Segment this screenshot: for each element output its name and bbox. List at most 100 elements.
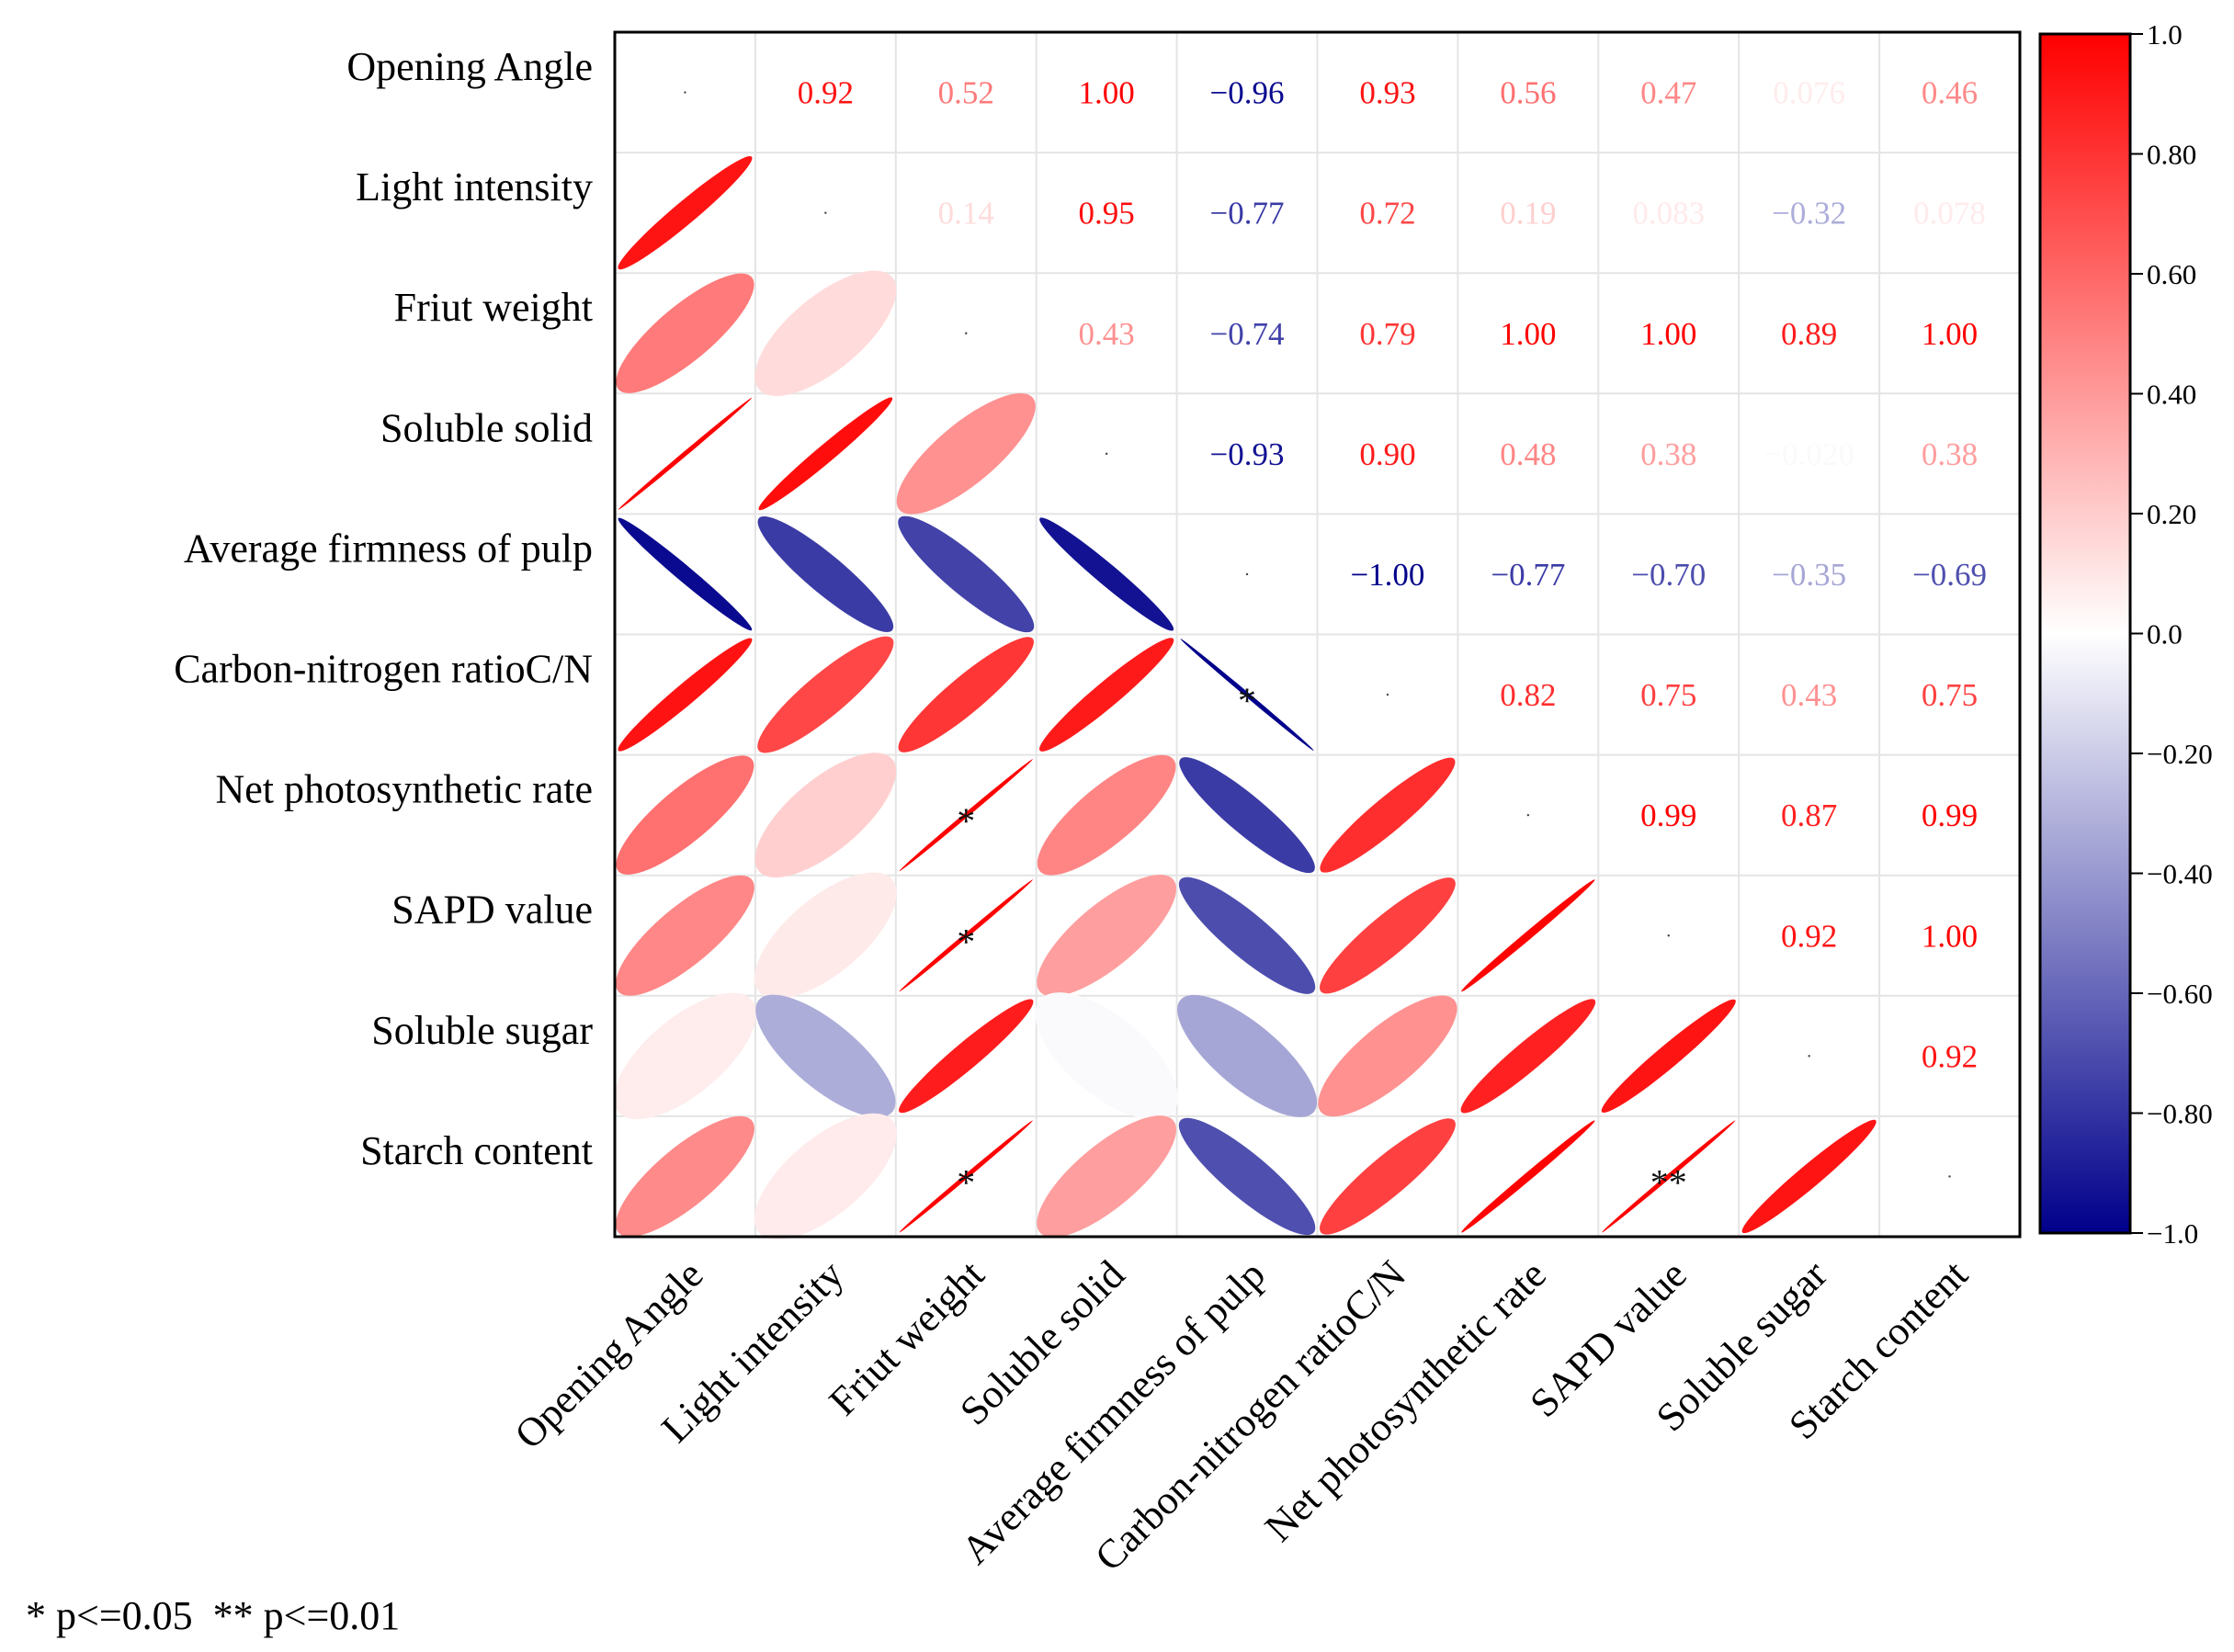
colorbar-tick-label: 0.60 <box>2147 258 2196 290</box>
value-label-friut-weight-vs-carbon-nitrogen-ratioc-n: 0.79 <box>1359 316 1415 352</box>
ellipse-starch-content-vs-opening-angle <box>616 1115 754 1238</box>
ellipse-starch-content-vs-average-firmness-of-pulp <box>1178 1117 1316 1236</box>
significance-mark: ** <box>1650 1161 1687 1203</box>
value-label-opening-angle-vs-net-photosynthetic-rate: 0.56 <box>1500 75 1556 111</box>
diagonal-dot <box>1948 1175 1951 1178</box>
ellipse-sapd-value-vs-net-photosynthetic-rate <box>1461 879 1595 992</box>
value-label-light-intensity-vs-sapd-value: 0.083 <box>1632 196 1705 232</box>
value-label-layer: 0.92 0.52 1.00 −0.96 0.93 0.56 0.47 0.076 0.46 0.… <box>798 75 1987 1075</box>
colorbar-tick-label: −0.20 <box>2147 738 2213 770</box>
ellipse-sapd-value-vs-opening-angle <box>616 875 754 996</box>
value-label-carbon-nitrogen-ratioc-n-vs-net-photosynthetic-rate: 0.82 <box>1500 677 1556 713</box>
value-label-net-photosynthetic-rate-vs-sapd-value: 0.99 <box>1640 798 1696 833</box>
ellipse-carbon-nitrogen-ratioc-n-vs-friut-weight <box>898 637 1034 752</box>
diagonal-dot <box>1245 572 1249 576</box>
significance-mark: * <box>1238 680 1256 721</box>
ellipse-starch-content-vs-carbon-nitrogen-ratioc-n <box>1320 1118 1456 1235</box>
value-label-friut-weight-vs-sapd-value: 1.00 <box>1640 316 1696 352</box>
ellipse-soluble-sugar-vs-opening-angle <box>614 992 756 1120</box>
value-label-soluble-solid-vs-carbon-nitrogen-ratioc-n: 0.90 <box>1359 436 1415 472</box>
value-label-average-firmness-of-pulp-vs-net-photosynthetic-rate: −0.77 <box>1491 557 1565 593</box>
y-label-carbon-nitrogen-ratioc-n: Carbon-nitrogen ratioC/N <box>174 647 593 692</box>
ellipse-starch-content-vs-soluble-solid <box>1037 1115 1176 1238</box>
y-label-sapd-value: SAPD value <box>391 888 593 933</box>
colorbar-tick-label: 0.80 <box>2147 139 2196 171</box>
value-label-opening-angle-vs-average-firmness-of-pulp: −0.96 <box>1210 75 1285 111</box>
ellipse-friut-weight-vs-opening-angle <box>616 273 754 393</box>
ellipse-net-photosynthetic-rate-vs-soluble-solid <box>1037 754 1176 876</box>
value-label-average-firmness-of-pulp-vs-starch-content: −0.69 <box>1912 557 1987 593</box>
colorbar-tick-label: 0.20 <box>2147 498 2196 530</box>
diagonal-dot <box>965 332 968 334</box>
value-label-average-firmness-of-pulp-vs-soluble-sugar: −0.35 <box>1772 557 1846 593</box>
ellipse-soluble-sugar-vs-net-photosynthetic-rate <box>1460 999 1596 1114</box>
ellipse-soluble-solid-vs-light-intensity <box>758 397 893 511</box>
y-label-friut-weight: Friut weight <box>394 285 593 330</box>
colorbar-tick-label: 0.40 <box>2147 379 2196 411</box>
value-label-opening-angle-vs-sapd-value: 0.47 <box>1640 75 1696 111</box>
value-label-soluble-solid-vs-sapd-value: 0.38 <box>1640 436 1696 472</box>
ellipse-soluble-sugar-vs-friut-weight <box>899 999 1034 1114</box>
ellipse-net-photosynthetic-rate-vs-carbon-nitrogen-ratioc-n <box>1320 757 1456 873</box>
ellipse-carbon-nitrogen-ratioc-n-vs-average-firmness-of-pulp <box>1180 639 1314 752</box>
significance-footnote: * p<=0.05 ** p<=0.01 <box>26 1593 400 1638</box>
value-label-soluble-sugar-vs-starch-content: 0.92 <box>1922 1038 1978 1074</box>
value-label-light-intensity-vs-carbon-nitrogen-ratioc-n: 0.72 <box>1359 196 1415 232</box>
value-label-light-intensity-vs-starch-content: 0.078 <box>1913 196 1986 232</box>
ellipse-net-photosynthetic-rate-vs-average-firmness-of-pulp <box>1179 757 1315 874</box>
value-label-opening-angle-vs-light-intensity: 0.92 <box>798 75 854 111</box>
value-label-friut-weight-vs-soluble-sugar: 0.89 <box>1781 316 1837 352</box>
significance-mark: * <box>957 921 975 962</box>
ellipse-starch-content-vs-net-photosynthetic-rate <box>1461 1120 1595 1233</box>
value-label-carbon-nitrogen-ratioc-n-vs-starch-content: 0.75 <box>1922 677 1978 713</box>
ellipse-carbon-nitrogen-ratioc-n-vs-light-intensity <box>757 636 894 753</box>
value-label-friut-weight-vs-average-firmness-of-pulp: −0.74 <box>1210 316 1285 352</box>
value-label-light-intensity-vs-soluble-sugar: −0.32 <box>1772 196 1846 232</box>
diagonal-dot <box>1526 813 1530 817</box>
diagonal-dot <box>824 211 827 214</box>
y-label-starch-content: Starch content <box>360 1128 593 1173</box>
ellipse-average-firmness-of-pulp-vs-soluble-solid <box>1039 517 1174 631</box>
colorbar <box>2038 32 2132 1235</box>
y-axis-labels: Opening Angle Light intensity Friut weight… <box>174 44 593 1173</box>
value-label-friut-weight-vs-net-photosynthetic-rate: 1.00 <box>1500 316 1556 352</box>
colorbar-tick-label: 0.0 <box>2147 618 2183 651</box>
value-label-soluble-solid-vs-soluble-sugar: −0.020 <box>1763 436 1854 472</box>
ellipse-net-photosynthetic-rate-vs-light-intensity <box>754 752 897 877</box>
value-label-opening-angle-vs-starch-content: 0.46 <box>1922 75 1978 111</box>
x-label-net-photosynthetic-rate: Net photosynthetic rate <box>1256 1251 1555 1550</box>
y-label-net-photosynthetic-rate: Net photosynthetic rate <box>215 767 593 812</box>
diagonal-dot <box>684 91 686 94</box>
y-label-soluble-sugar: Soluble sugar <box>371 1008 593 1053</box>
ellipse-layer <box>614 91 1951 1240</box>
value-label-friut-weight-vs-starch-content: 1.00 <box>1922 316 1978 352</box>
value-label-net-photosynthetic-rate-vs-soluble-sugar: 0.87 <box>1781 798 1837 833</box>
diagonal-dot <box>1386 693 1389 696</box>
ellipse-average-firmness-of-pulp-vs-opening-angle <box>618 517 753 631</box>
ellipse-net-photosynthetic-rate-vs-friut-weight <box>899 759 1033 872</box>
value-label-sapd-value-vs-soluble-sugar: 0.92 <box>1781 918 1837 954</box>
ellipse-soluble-sugar-vs-light-intensity <box>755 994 896 1118</box>
value-label-average-firmness-of-pulp-vs-carbon-nitrogen-ratioc-n: −1.00 <box>1350 557 1424 593</box>
colorbar-tick-label: 1.0 <box>2147 18 2183 51</box>
value-label-friut-weight-vs-soluble-solid: 0.43 <box>1079 316 1135 352</box>
y-label-light-intensity: Light intensity <box>356 164 593 209</box>
ellipse-soluble-sugar-vs-soluble-solid <box>1035 992 1178 1120</box>
ellipse-sapd-value-vs-carbon-nitrogen-ratioc-n <box>1320 877 1456 994</box>
colorbar-tick-label: −0.80 <box>2147 1098 2213 1130</box>
colorbar-tick-label: −0.40 <box>2147 858 2213 890</box>
ellipse-starch-content-vs-friut-weight <box>899 1120 1033 1233</box>
diagonal-dot <box>1667 934 1670 937</box>
ellipse-average-firmness-of-pulp-vs-friut-weight <box>898 515 1035 633</box>
value-label-sapd-value-vs-starch-content: 1.00 <box>1922 918 1978 954</box>
colorbar-ticks: 1.0 0.80 0.60 0.40 0.20 0.0 −0.20 −0.40 −0.60 −0.… <box>2130 18 2213 1250</box>
significance-mark: * <box>957 800 975 842</box>
value-label-light-intensity-vs-soluble-solid: 0.95 <box>1079 196 1135 232</box>
ellipse-soluble-solid-vs-friut-weight <box>896 392 1036 515</box>
diagonal-dot <box>1808 1055 1810 1058</box>
value-label-average-firmness-of-pulp-vs-sapd-value: −0.70 <box>1631 557 1706 593</box>
value-label-opening-angle-vs-carbon-nitrogen-ratioc-n: 0.93 <box>1359 75 1415 111</box>
value-label-soluble-solid-vs-net-photosynthetic-rate: 0.48 <box>1500 436 1556 472</box>
ellipse-carbon-nitrogen-ratioc-n-vs-soluble-solid <box>1039 638 1174 752</box>
